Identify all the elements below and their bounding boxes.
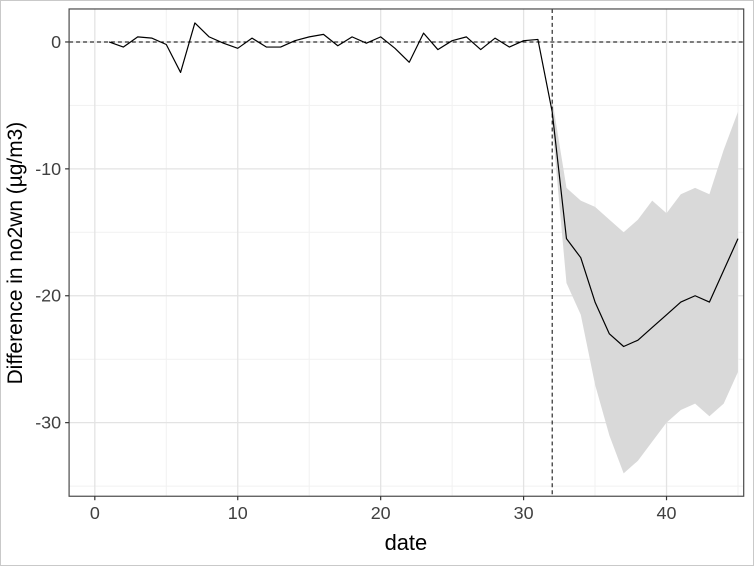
- y-tick-label: -10: [35, 159, 61, 179]
- x-tick-label: 40: [657, 503, 677, 523]
- x-tick-label: 20: [371, 503, 391, 523]
- plot-area: 0 10 20 30 40 0 -10 -20 -30: [35, 8, 745, 523]
- panel-border: [68, 8, 745, 497]
- x-tick-label: 10: [228, 503, 248, 523]
- y-tick-label: -30: [35, 413, 61, 433]
- x-tick-label: 30: [514, 503, 534, 523]
- x-axis-title: date: [385, 530, 428, 555]
- y-axis-title: Difference in no2wn (µg/m3): [4, 122, 27, 385]
- estimate-line: [108, 22, 739, 348]
- confidence-ribbon: [552, 99, 738, 474]
- y-tick-label: -20: [35, 286, 61, 306]
- y-tick-label: 0: [51, 32, 61, 52]
- x-tick-label: 0: [90, 503, 100, 523]
